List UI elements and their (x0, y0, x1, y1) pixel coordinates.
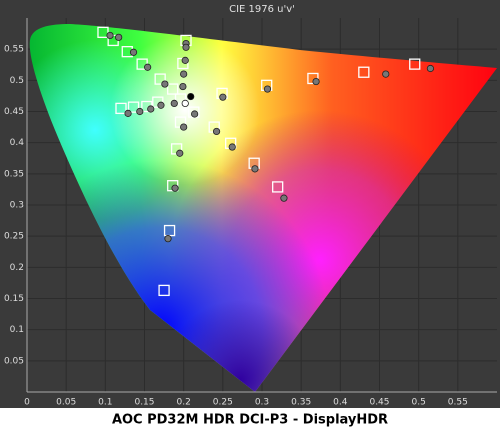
measured-point (176, 149, 184, 157)
target-point (154, 73, 166, 85)
measured-point (181, 56, 189, 64)
chart-title: CIE 1976 u'v' (229, 4, 295, 15)
measured-point (157, 101, 165, 109)
caption-strip (0, 408, 500, 430)
measured-point (382, 70, 390, 78)
x-tick-label: 0.05 (56, 398, 76, 408)
measured-point (147, 105, 155, 113)
measured-point (312, 77, 320, 86)
target-point (409, 58, 421, 70)
x-tick-label: 0 (24, 398, 30, 408)
x-tick-label: 0.2 (177, 398, 191, 408)
measured-point (124, 109, 132, 117)
target-point (152, 96, 164, 108)
y-tick-label: 0.1 (10, 325, 24, 335)
measured-point (129, 48, 138, 56)
measured-point (219, 93, 227, 101)
target-point (158, 284, 170, 297)
x-tick-label: 0.3 (255, 398, 269, 408)
x-tick-label: 0.4 (333, 398, 348, 408)
measured-point (180, 123, 188, 131)
y-tick-label: 0.25 (4, 232, 24, 242)
measured-point (426, 64, 435, 73)
y-tick-label: 0.4 (10, 138, 25, 148)
measured-point (115, 33, 123, 41)
caption: AOC PD32M HDR DCI-P3 - DisplayHDR (112, 413, 388, 428)
y-tick-label: 0.55 (4, 45, 24, 55)
measured-point (106, 31, 114, 40)
target-point (115, 102, 127, 115)
target-point (167, 83, 179, 95)
target-point (358, 66, 370, 78)
x-tick-label: 0.1 (98, 398, 112, 408)
measured-point (170, 99, 178, 107)
y-tick-label: 0.3 (10, 201, 24, 211)
y-tick-label: 0.35 (4, 169, 24, 179)
y-tick-label: 0.2 (10, 263, 24, 273)
target-point (97, 26, 109, 38)
measured-point (136, 107, 144, 116)
y-tick-label: 0.05 (4, 356, 24, 366)
measured-point (144, 63, 152, 71)
measured-point (187, 92, 195, 101)
measured-point (212, 127, 221, 136)
measured-point (161, 80, 169, 88)
measured-point (280, 194, 288, 202)
measured-point (181, 99, 189, 107)
measured-point (164, 235, 172, 243)
x-tick-label: 0.15 (134, 398, 154, 408)
measured-point (179, 82, 187, 91)
measured-point (263, 85, 272, 93)
target-point (127, 101, 140, 113)
target-point (307, 72, 319, 85)
measured-point (191, 110, 199, 118)
measured-point (180, 70, 188, 78)
target-point (174, 93, 187, 105)
x-tick-label: 0.5 (412, 398, 426, 408)
measured-point (171, 184, 179, 192)
measured-point (182, 43, 190, 51)
x-tick-label: 0.55 (448, 398, 468, 408)
target-point (272, 181, 284, 193)
y-tick-label: 0.5 (10, 76, 24, 86)
measured-point (251, 165, 259, 173)
x-tick-label: 0.25 (213, 398, 233, 408)
x-tick-label: 0.35 (291, 398, 311, 408)
y-tick-label: 0.45 (4, 107, 24, 117)
y-tick-label: 0.15 (4, 294, 24, 304)
measured-point (228, 143, 236, 151)
x-tick-label: 0.45 (369, 398, 389, 408)
